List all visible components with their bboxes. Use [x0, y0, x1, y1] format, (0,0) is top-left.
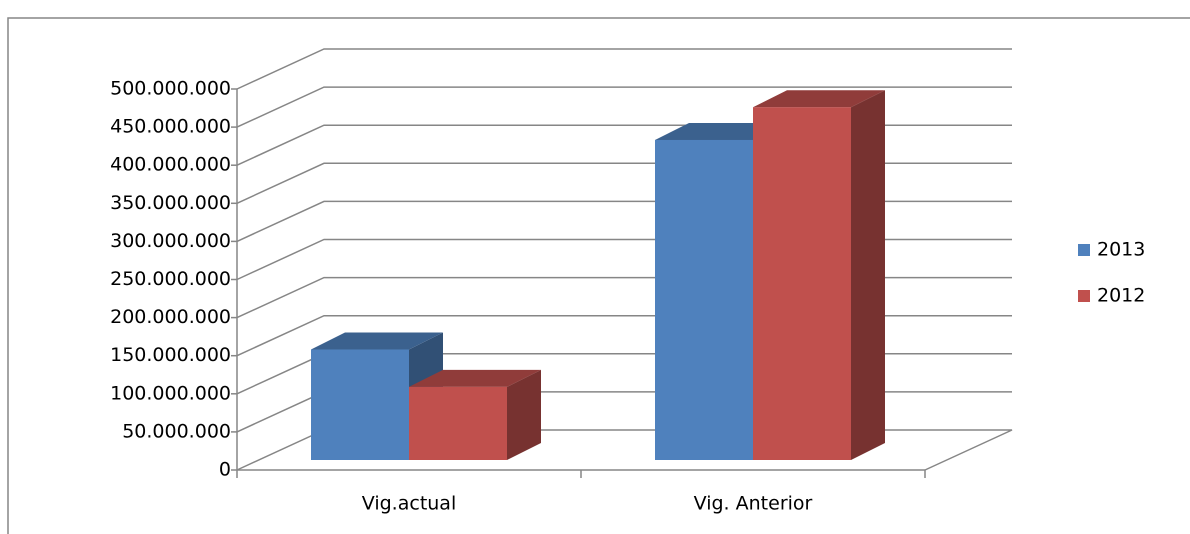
bar — [409, 386, 507, 460]
y-tick-label: 150.000.000 — [110, 344, 231, 366]
grid-line — [236, 124, 1012, 166]
grid-line — [236, 162, 1012, 204]
y-tick-label: 400.000.000 — [110, 154, 231, 176]
y-tick-label: 350.000.000 — [110, 192, 231, 214]
grid-line — [236, 48, 1012, 90]
bar-top — [753, 90, 885, 108]
grid-line — [236, 238, 1012, 281]
grid-line — [236, 86, 1012, 128]
y-tick-label: 450.000.000 — [110, 116, 231, 138]
legend-label: 2013 — [1097, 239, 1145, 261]
x-tick-label: Vig.actual — [362, 493, 456, 515]
y-tick-label: 0 — [219, 459, 231, 481]
y-tick-label: 50.000.000 — [122, 420, 231, 442]
legend-swatch — [1078, 244, 1090, 256]
y-tick-label: 100.000.000 — [110, 382, 231, 404]
y-tick-label: 300.000.000 — [110, 230, 231, 252]
grid-line — [236, 200, 1012, 243]
bar-top — [311, 332, 443, 350]
y-tick-label: 200.000.000 — [110, 306, 231, 328]
legend-label: 2012 — [1097, 285, 1145, 307]
bar — [655, 139, 753, 460]
chart-frame — [7, 17, 1190, 534]
grid-line — [236, 276, 1012, 319]
x-tick-label: Vig. Anterior — [694, 493, 813, 515]
bar — [311, 349, 409, 460]
bar-top — [409, 369, 541, 387]
legend-swatch — [1078, 290, 1090, 302]
bar-side — [851, 90, 885, 460]
bar — [753, 107, 851, 460]
y-tick-label: 500.000.000 — [110, 78, 231, 100]
y-tick-label: 250.000.000 — [110, 268, 231, 290]
bar-side — [507, 369, 541, 460]
